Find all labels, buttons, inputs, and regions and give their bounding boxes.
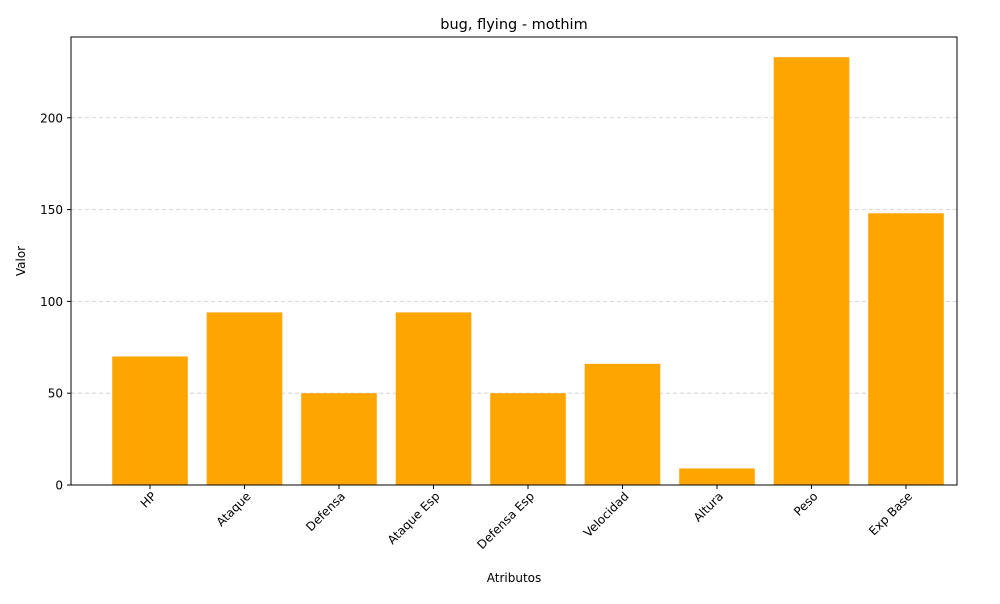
bar-hp <box>112 356 188 485</box>
y-axis-label: Valor <box>14 246 28 276</box>
bar-velocidad <box>584 363 661 485</box>
y-axis: 0 50 100 150 200 <box>40 111 71 493</box>
bar-defensa <box>301 393 377 485</box>
bar-ataque-esp <box>395 312 472 485</box>
x-axis-label: Atributos <box>487 571 542 585</box>
chart-title: bug, flying - mothim <box>440 17 587 33</box>
bar-exp-base <box>868 213 944 485</box>
y-tick-label: 0 <box>55 479 63 493</box>
y-tick-label: 100 <box>40 295 63 309</box>
y-tick-label: 50 <box>48 387 63 401</box>
y-tick-label: 200 <box>40 111 63 125</box>
bar-altura <box>679 468 755 485</box>
bar-ataque <box>206 312 283 485</box>
plot-frame <box>70 36 958 486</box>
y-tick-label: 150 <box>40 203 63 217</box>
bar-peso <box>773 57 850 486</box>
bar-defensa-esp <box>490 393 566 485</box>
bars <box>112 57 944 486</box>
